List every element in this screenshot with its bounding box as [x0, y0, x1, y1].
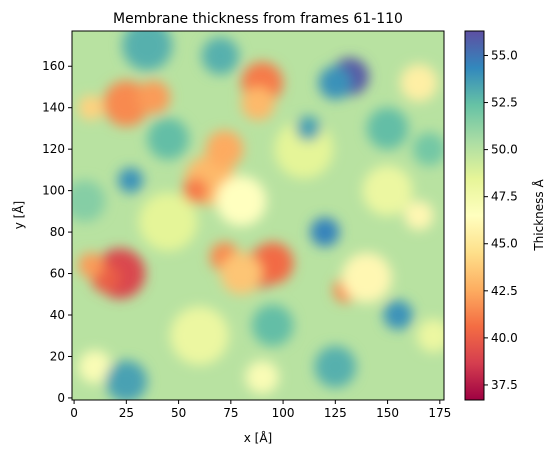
heatmap-region: [122, 31, 173, 71]
x-tick-label: 150: [376, 406, 399, 420]
y-tick-label: 100: [42, 184, 65, 198]
y-tick-label: 140: [42, 101, 65, 115]
colorbar-frame: [464, 30, 485, 401]
x-tick-label: 125: [324, 406, 347, 420]
heatmap-region: [341, 252, 392, 303]
heatmap-region: [404, 200, 434, 231]
colorbar-axis: 37.5 40.0 42.5 45.0 47.5 50.0 52.5 55.0: [484, 48, 518, 392]
heatmap-region: [182, 178, 208, 204]
y-tick-label: 20: [50, 349, 65, 363]
colorbar-tick-label: 50.0: [491, 143, 518, 157]
heatmap-region: [216, 175, 267, 227]
x-axis: 0 25 50 75 100 125 150 175: [70, 400, 451, 420]
colorbar-tick-label: 52.5: [491, 96, 518, 110]
heatmap-region: [295, 115, 321, 141]
x-tick-label: 75: [223, 406, 238, 420]
heatmap-region: [412, 132, 444, 166]
colorbar-label: Thickness Å: [532, 179, 546, 252]
x-tick-label: 175: [428, 406, 451, 420]
colorbar-tick-label: 47.5: [491, 190, 518, 204]
heatmap-region: [138, 192, 198, 251]
heatmap-region: [310, 217, 340, 247]
heatmap-region: [251, 304, 294, 347]
colorbar-tick-label: 37.5: [491, 378, 518, 392]
y-axis: 0 20 40 60 80 100 120 140 160: [42, 59, 72, 405]
heatmap-region: [314, 345, 357, 388]
colorbar-tick-label: 40.0: [491, 331, 518, 345]
heatmap-region: [201, 37, 240, 75]
x-tick-label: 50: [171, 406, 186, 420]
colorbar-tick-label: 45.0: [491, 237, 518, 251]
colorbar-tick-label: 55.0: [491, 48, 518, 62]
heatmap-region: [241, 86, 275, 121]
heatmap-region: [251, 242, 294, 285]
x-axis-label: x [Å]: [244, 431, 273, 445]
plot-frame: [71, 30, 445, 401]
heatmap-region: [78, 350, 112, 384]
heatmap-region: [383, 300, 413, 330]
colorbar: [465, 31, 484, 400]
y-tick-label: 160: [42, 59, 65, 73]
colorbar-tick-label: 42.5: [491, 284, 518, 298]
y-tick-label: 120: [42, 142, 65, 156]
heatmap-region: [136, 80, 171, 115]
heatmap-region: [170, 306, 229, 365]
x-tick-label: 100: [272, 406, 295, 420]
heatmap-region: [366, 107, 409, 150]
y-tick-label: 0: [57, 391, 65, 405]
heatmap-region: [78, 95, 104, 121]
x-tick-label: 0: [70, 406, 78, 420]
heatmap-region: [205, 130, 244, 168]
heatmap-region: [117, 167, 144, 193]
heatmap-region: [245, 360, 279, 394]
heatmap-region: [220, 252, 263, 295]
heatmap-region: [362, 165, 413, 216]
chart-title: Membrane thickness from frames 61-110: [113, 11, 403, 27]
heatmap-region: [147, 117, 190, 160]
heatmap-region: [72, 180, 106, 222]
heatmap-region: [105, 360, 148, 400]
y-axis-label: y [Å]: [12, 201, 26, 230]
heatmap-region: [318, 66, 353, 100]
x-tick-label: 25: [119, 406, 134, 420]
heatmap-region: [78, 252, 104, 278]
heatmap: [72, 31, 444, 400]
y-tick-label: 40: [50, 308, 65, 322]
y-tick-label: 60: [50, 267, 65, 281]
heatmap-region: [416, 319, 444, 353]
heatmap-region: [400, 64, 438, 102]
y-tick-label: 80: [50, 225, 65, 239]
